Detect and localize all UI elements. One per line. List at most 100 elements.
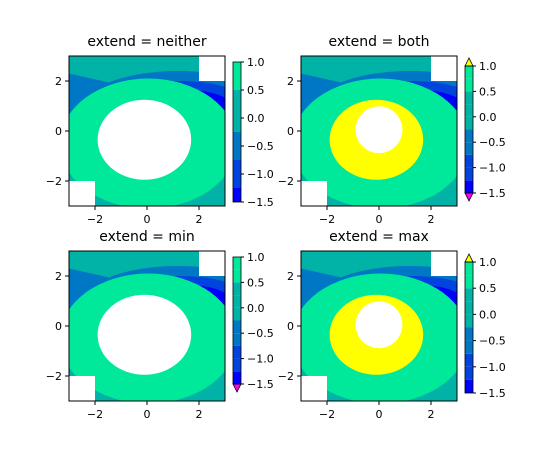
colorbar-band xyxy=(233,345,241,359)
colorbar-band xyxy=(233,358,241,372)
masked-corner-top-right xyxy=(431,251,457,276)
contour-area xyxy=(69,251,225,401)
colorbar-tick-label: 1.0 xyxy=(479,60,497,73)
colorbar-extend-max xyxy=(464,253,474,263)
subplot-min: extend = min −2 0 2 2 0 −2 1.0 0.5 0.0 −0.5 −1.0 −1.… xyxy=(46,229,274,421)
colorbar-tick-label: −0.5 xyxy=(247,140,274,153)
colorbar-band xyxy=(465,78,473,92)
subplot-max: extend = max −2 0 2 2 0 −2 1.0 0.5 0.0 −0.5 −1.0 −1.… xyxy=(278,229,506,421)
colorbar-band xyxy=(233,257,241,270)
colorbar-band xyxy=(233,188,241,202)
contour-area xyxy=(301,56,457,206)
x-tick-label: 2 xyxy=(196,408,203,421)
colorbar-band xyxy=(465,116,473,130)
colorbar-frame xyxy=(464,261,474,394)
x-tick-label: 2 xyxy=(196,213,203,226)
y-tick-label: −2 xyxy=(46,175,62,188)
y-tick-label: −2 xyxy=(278,175,294,188)
subplot-title: extend = min xyxy=(99,229,195,245)
x-tick-label: −2 xyxy=(87,213,103,226)
colorbar-tick-label: 1.0 xyxy=(247,56,265,69)
colorbar: 1.0 0.5 0.0 −0.5 −1.0 −1.5 xyxy=(232,251,274,393)
colorbar-band xyxy=(233,132,241,146)
y-tick-label: 2 xyxy=(287,75,294,88)
colorbar-band xyxy=(233,307,241,321)
colorbar-frame xyxy=(464,65,474,194)
colorbar-tick-label: −1.0 xyxy=(479,162,506,175)
colorbar-tick-label: −0.5 xyxy=(479,136,506,149)
colorbar-extend-max xyxy=(464,57,474,67)
colorbar-tick-label: 0.0 xyxy=(479,308,497,321)
masked-corner-bottom-left xyxy=(69,181,95,206)
masked-corner-top-right xyxy=(199,251,225,276)
masked-peak xyxy=(355,301,403,349)
colorbar: 1.0 0.5 0.0 −0.5 −1.0 −1.5 xyxy=(464,253,506,400)
colorbar-band xyxy=(233,282,241,296)
colorbar-tick-label: 1.0 xyxy=(479,256,497,269)
colorbar-band xyxy=(465,154,473,168)
colorbar-tick-label: −1.0 xyxy=(479,361,506,374)
colorbar: 1.0 0.5 0.0 −0.5 −1.0 −1.5 xyxy=(232,56,274,209)
colorbar-band xyxy=(233,118,241,132)
colorbar-extend-min xyxy=(464,192,474,202)
colorbar-extend-min xyxy=(232,383,242,393)
colorbar-band xyxy=(233,320,241,334)
colorbar-tick-label: 0.0 xyxy=(479,111,497,124)
colorbar-band xyxy=(233,146,241,160)
x-tick-label: 0 xyxy=(144,213,151,226)
colorbar-band xyxy=(233,295,241,308)
colorbar-tick-label: −0.5 xyxy=(479,335,506,348)
colorbar-tick-label: 0.5 xyxy=(247,276,265,289)
colorbar-frame xyxy=(232,256,242,385)
colorbar-band xyxy=(233,62,241,76)
colorbar-band xyxy=(465,353,473,367)
colorbar-band xyxy=(465,314,473,328)
x-tick-label: 0 xyxy=(376,408,383,421)
colorbar-tick-label: 0.5 xyxy=(247,84,265,97)
colorbar-tick-label: 0.5 xyxy=(479,85,497,98)
colorbar-tick-label: −1.5 xyxy=(247,196,274,209)
contour-area xyxy=(301,251,457,401)
colorbar-band xyxy=(465,91,473,105)
colorbar-tick-label: −1.5 xyxy=(247,378,274,391)
colorbar-tick-label: −1.5 xyxy=(479,387,506,400)
colorbar-band xyxy=(465,66,473,79)
x-tick-label: −2 xyxy=(319,408,335,421)
colorbar-tick-label: 1.0 xyxy=(247,251,265,264)
x-tick-label: 2 xyxy=(428,408,435,421)
colorbar-band xyxy=(465,129,473,143)
colorbar-band xyxy=(233,371,241,384)
subplot-title: extend = neither xyxy=(87,34,206,50)
colorbar-tick-label: −1.0 xyxy=(247,168,274,181)
masked-corner-bottom-left xyxy=(69,376,95,401)
masked-corner-bottom-left xyxy=(301,376,327,401)
colorbar-band xyxy=(233,90,241,104)
subplot-both: extend = both −2 0 2 2 0 −2 1.0 0.5 0.0 −0.5 −1.0 −1… xyxy=(278,34,506,226)
subplot-title: extend = max xyxy=(329,229,429,245)
subplot-neither: extend = neither −2 0 2 2 0 −2 1.0 0.5 0.0 −0.5 −1.… xyxy=(46,34,274,226)
colorbar-band xyxy=(465,180,473,193)
masked-corner-bottom-left xyxy=(301,181,327,206)
colorbar-band xyxy=(465,327,473,341)
y-tick-label: 0 xyxy=(287,125,294,138)
x-tick-label: 0 xyxy=(376,213,383,226)
colorbar-band xyxy=(233,269,241,283)
masked-corner-top-right xyxy=(199,56,225,81)
colorbar-tick-label: −0.5 xyxy=(247,327,274,340)
colorbar-band xyxy=(465,275,473,289)
y-tick-label: 2 xyxy=(55,75,62,88)
colorbar-band xyxy=(465,288,473,302)
colorbar-band xyxy=(465,379,473,393)
colorbar-tick-label: −1.5 xyxy=(479,187,506,200)
masked-peak xyxy=(355,106,403,154)
colorbar-tick-label: 0.0 xyxy=(247,302,265,315)
y-tick-label: −2 xyxy=(278,370,294,383)
colorbar-band xyxy=(465,262,473,276)
colorbar-band xyxy=(465,301,473,315)
x-tick-label: −2 xyxy=(319,213,335,226)
y-tick-label: 2 xyxy=(55,270,62,283)
colorbar-band xyxy=(465,366,473,380)
colorbar-band xyxy=(233,174,241,188)
colorbar-tick-label: −1.0 xyxy=(247,353,274,366)
